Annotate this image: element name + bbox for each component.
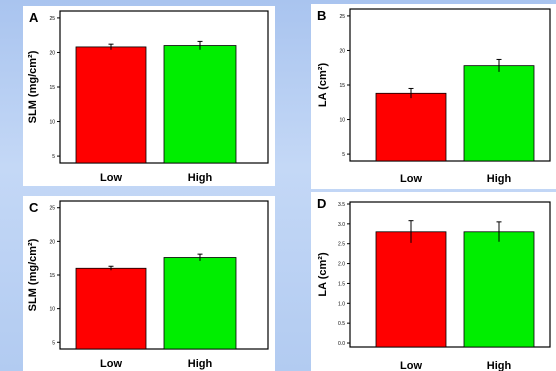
bar-b-high xyxy=(463,65,535,162)
y-tick-label-b-2: 15 xyxy=(339,83,345,89)
chart-panel-c: C 5 10 15 20 25 SLM (mg/cm²) Low High xyxy=(23,196,275,371)
y-axis-label-a: SLM (mg/cm²) xyxy=(27,50,39,123)
y-tick-label-c-1: 10 xyxy=(49,307,55,313)
chart-a: A 5 10 15 20 25 SLM (mg/cm²) Low High xyxy=(27,10,269,184)
bar-c-high xyxy=(163,257,237,350)
y-tick-label-d-3: 1.5 xyxy=(338,281,345,287)
y-tick-label-d-7: 3.5 xyxy=(338,202,345,208)
y-tick-label-b-4: 25 xyxy=(339,14,345,20)
y-tick-label-d-0: 0.0 xyxy=(338,341,345,347)
category-label-b-high: High xyxy=(487,173,512,185)
y-tick-label-b-1: 10 xyxy=(339,118,345,124)
category-label-d-high: High xyxy=(487,360,512,371)
category-label-c-low: Low xyxy=(100,358,122,370)
y-tick-label-a-4: 25 xyxy=(49,16,55,22)
y-axis-label-b: LA (cm²) xyxy=(317,63,329,108)
bar-d-high xyxy=(463,231,535,348)
y-tick-label-a-0: 5 xyxy=(52,154,55,160)
panel-label-c: C xyxy=(29,200,39,215)
chart-d: D 0.0 0.5 1.0 1.5 2.0 2.5 3.0 3.5 LA (cm²) Low High xyxy=(317,196,551,371)
y-tick-label-a-1: 10 xyxy=(49,120,55,126)
y-tick-label-b-0: 5 xyxy=(342,152,345,158)
bar-a-low xyxy=(75,46,147,164)
chart-panel-a: A 5 10 15 20 25 SLM (mg/cm²) Low High xyxy=(23,6,275,186)
category-label-d-low: Low xyxy=(400,360,422,371)
y-axis-label-c: SLM (mg/cm²) xyxy=(27,238,39,311)
bar-c-low xyxy=(75,267,147,350)
y-axis-label-d: LA (cm²) xyxy=(317,252,329,297)
category-label-a-high: High xyxy=(188,172,213,184)
y-tick-label-a-2: 15 xyxy=(49,85,55,91)
y-tick-label-d-4: 2.0 xyxy=(338,262,345,268)
y-tick-label-c-0: 5 xyxy=(52,340,55,346)
panel-label-a: A xyxy=(29,10,39,25)
panel-label-d: D xyxy=(317,196,326,211)
category-label-c-high: High xyxy=(188,358,213,370)
y-tick-label-c-2: 15 xyxy=(49,273,55,279)
y-tick-label-d-2: 1.0 xyxy=(338,301,345,307)
y-tick-label-a-3: 20 xyxy=(49,50,55,56)
panel-label-b: B xyxy=(317,8,326,23)
bar-b-low xyxy=(375,92,447,162)
y-tick-label-d-5: 2.5 xyxy=(338,242,345,248)
chart-c: C 5 10 15 20 25 SLM (mg/cm²) Low High xyxy=(27,200,269,370)
category-label-b-low: Low xyxy=(400,173,422,185)
category-label-a-low: Low xyxy=(100,172,122,184)
y-tick-label-d-6: 3.0 xyxy=(338,222,345,228)
y-tick-label-c-3: 20 xyxy=(49,239,55,245)
chart-panel-b: B 5 10 15 20 25 LA (cm²) Low High xyxy=(311,4,556,189)
bar-d-low xyxy=(375,231,447,348)
y-tick-label-c-4: 25 xyxy=(49,206,55,212)
y-tick-label-b-3: 20 xyxy=(339,48,345,54)
y-tick-label-d-1: 0.5 xyxy=(338,321,345,327)
chart-b: B 5 10 15 20 25 LA (cm²) Low High xyxy=(317,8,551,185)
bar-a-high xyxy=(163,45,237,164)
chart-panel-d: D 0.0 0.5 1.0 1.5 2.0 2.5 3.0 3.5 LA (cm²) Low High xyxy=(311,192,556,371)
